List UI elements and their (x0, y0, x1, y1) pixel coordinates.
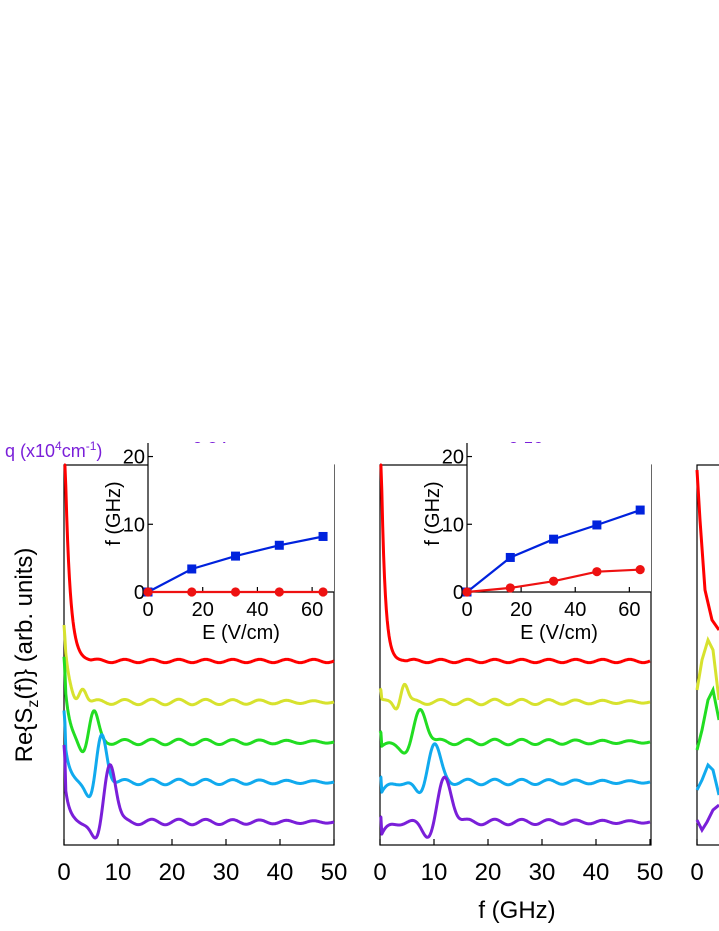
spectrum-line (379, 742, 651, 795)
q-label-close: ) (96, 441, 102, 461)
ylabel-suffix: (f)} (arb. units) (11, 548, 38, 700)
inset-square-marker (505, 552, 515, 562)
inset-y-tick-label: 0 (134, 582, 145, 604)
inset-circle-marker (318, 587, 328, 597)
inset-x-label: E (V/cm) (202, 622, 280, 644)
q-label-exp: 4 (55, 439, 62, 453)
spectrum-line (62, 624, 335, 707)
inset-square-marker (231, 551, 241, 561)
x-tick-label: 0 (690, 859, 703, 886)
x-tick-label: 10 (421, 859, 448, 886)
q-label-unit: cm (62, 441, 86, 461)
inset-x-tick-label: 40 (564, 599, 586, 621)
spectrum-line (378, 682, 651, 711)
x-tick-label: 20 (475, 859, 502, 886)
x-tick-label: 40 (583, 859, 610, 886)
x-tick-label: 30 (213, 859, 240, 886)
q-axis-label: q (x104cm-1) (5, 439, 102, 461)
x-tick-label: 20 (159, 859, 186, 886)
inset-x-tick-label: 60 (301, 599, 323, 621)
inset-square-marker (187, 564, 197, 574)
inset-square-marker (274, 540, 284, 550)
inset-y-label: f (GHz) (422, 481, 444, 545)
x-axis-label: f (GHz) (478, 897, 555, 924)
inset-y-tick-label: 20 (442, 447, 464, 469)
inset-circle-marker (187, 587, 197, 597)
q-label-prefix: q (x10 (5, 441, 55, 461)
inset-x-tick-label: 20 (510, 599, 532, 621)
inset-x-tick-label: 40 (246, 599, 268, 621)
ylabel-sub: z (25, 700, 42, 708)
spectrum-line (63, 463, 335, 665)
inset-circle-marker (143, 587, 153, 597)
x-tick-label: 10 (105, 859, 132, 886)
ylabel-prefix: Re{S (11, 708, 38, 763)
inset-background (148, 443, 334, 592)
inset-x-label: E (V/cm) (520, 622, 598, 644)
spectrum-line (379, 775, 651, 839)
panel-1: 0.3401020304050020406001020E (V/cm)f (GH… (57, 439, 347, 886)
inset-circle-marker (505, 583, 515, 593)
inset-y-label: f (GHz) (103, 481, 125, 545)
inset-x-tick-label: 20 (192, 599, 214, 621)
inset-circle-marker (592, 567, 602, 577)
inset-circle-marker (462, 587, 472, 597)
inset-square-marker (549, 534, 559, 544)
partial-spectrum-line (695, 762, 719, 796)
x-tick-label: 40 (267, 859, 294, 886)
inset-circle-marker (274, 587, 284, 597)
inset-y-tick-label: 10 (123, 514, 145, 536)
panels: 0.3401020304050020406001020E (V/cm)f (GH… (57, 439, 719, 886)
spectrum-line (62, 744, 335, 840)
x-tick-label: 50 (637, 859, 664, 886)
partial-spectrum-line (695, 685, 719, 751)
x-tick-label: 30 (529, 859, 556, 886)
inset-circle-marker (635, 565, 645, 575)
panel-2: 0.5901020304050020406001020E (V/cm)f (GH… (373, 439, 663, 886)
q-label-unit-exp: -1 (86, 439, 97, 453)
inset-y-tick-label: 0 (453, 582, 464, 604)
inset-square-marker (318, 531, 328, 541)
spectrum-line (378, 708, 651, 755)
inset-y-tick-label: 10 (442, 514, 464, 536)
partial-spectrum-line (695, 469, 719, 631)
inset-circle-marker (230, 587, 241, 597)
x-tick-label: 50 (321, 859, 348, 886)
partial-spectrum-line (695, 635, 719, 701)
inset-x-tick-label: 0 (461, 599, 472, 621)
spectrum-line (62, 656, 335, 754)
spectrum-line (379, 463, 651, 665)
inset-x-tick-label: 0 (142, 599, 153, 621)
inset-square-marker (592, 520, 602, 530)
panel-3: 0 (690, 464, 719, 886)
partial-spectrum-line (695, 803, 719, 834)
x-tick-label: 0 (57, 859, 70, 886)
x-tick-label: 0 (373, 859, 386, 886)
y-axis-label: Re{Sz(f)} (arb. units) (11, 548, 42, 763)
inset-circle-marker (548, 576, 559, 586)
inset-y-tick-label: 20 (123, 447, 145, 469)
inset-square-marker (635, 505, 645, 515)
inset-x-tick-label: 60 (618, 599, 640, 621)
